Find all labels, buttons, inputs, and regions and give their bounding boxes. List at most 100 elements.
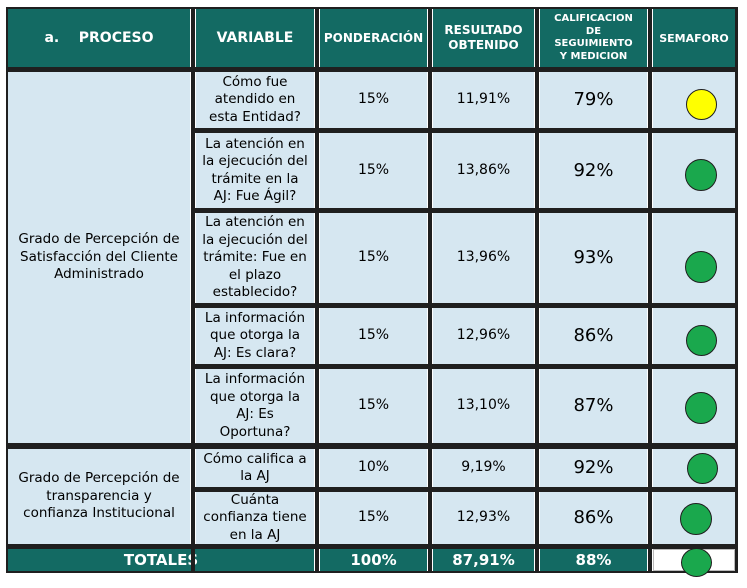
totals-label: TOTALES — [123, 551, 199, 569]
grid-line — [6, 67, 738, 72]
grid-line — [191, 303, 738, 308]
resultado-cell: 13,86% — [433, 133, 534, 208]
calificacion-value: 86% — [573, 325, 614, 347]
ponderacion-cell: 15% — [320, 492, 427, 544]
calificacion-value: 87% — [573, 395, 614, 417]
header-calificacion: CALIFICACION DE SEGUIMIENTO Y MEDICION — [540, 9, 647, 67]
traffic-light-icon — [685, 159, 717, 191]
calificacion-cell: 92% — [540, 133, 647, 208]
ponderacion-value: 15% — [357, 327, 390, 344]
header-proceso-label: a. PROCESO — [44, 30, 154, 46]
resultado-value: 12,93% — [456, 509, 511, 526]
grid-line — [648, 7, 652, 573]
grid-line — [428, 7, 432, 573]
resultado-value: 12,96% — [456, 327, 511, 344]
grid-line — [6, 7, 738, 9]
ponderacion-cell: 15% — [320, 308, 427, 364]
totals-calificacion-cell: 88% — [540, 549, 647, 571]
header-calificacion-line1: CALIFICACION — [554, 13, 633, 24]
resultado-value: 13,86% — [456, 161, 511, 178]
resultado-cell: 13,10% — [433, 369, 534, 443]
resultado-value: 13,10% — [456, 397, 511, 414]
grid-line — [535, 7, 539, 573]
traffic-light-icon — [680, 503, 712, 535]
calificacion-value: 93% — [573, 247, 614, 269]
calificacion-value: 92% — [573, 457, 614, 479]
grid-line — [735, 7, 738, 573]
grid-line — [191, 128, 738, 133]
ponderacion-cell: 10% — [320, 449, 427, 487]
calificacion-cell: 87% — [540, 369, 647, 443]
variable-cell: Cuánta confianza tiene en la AJ — [196, 492, 314, 544]
header-ponderacion-label: PONDERACIÓN — [323, 31, 424, 45]
resultado-value: 11,91% — [456, 91, 511, 108]
variable-cell: La atención en la ejecución del trámite:… — [196, 213, 314, 303]
traffic-light-icon — [685, 251, 717, 283]
ponderacion-value: 15% — [357, 509, 390, 526]
header-semaforo-label: SEMAFORO — [659, 31, 729, 45]
resultado-cell: 13,96% — [433, 213, 534, 303]
calificacion-value: 92% — [573, 159, 614, 181]
variable-label: Cómo califica a la AJ — [203, 450, 307, 485]
traffic-light-icon — [686, 325, 717, 356]
traffic-light-icon — [686, 89, 717, 120]
process-label: Grado de Percepción de transparencia y c… — [18, 470, 180, 522]
header-calificacion-line2: DE — [585, 25, 602, 37]
grid-line — [191, 487, 738, 492]
traffic-light-icon — [687, 453, 718, 484]
variable-cell: La información que otorga la AJ: Es clar… — [196, 308, 314, 364]
calificacion-cell: 92% — [540, 449, 647, 487]
ponderacion-cell: 15% — [320, 369, 427, 443]
header-ponderacion: PONDERACIÓN — [320, 9, 427, 67]
grid-line — [191, 364, 738, 369]
header-resultado: RESULTADO OBTENIDO — [433, 9, 534, 67]
calificacion-cell: 79% — [540, 72, 647, 128]
calificacion-value: 86% — [573, 507, 614, 529]
resultado-cell: 11,91% — [433, 72, 534, 128]
ponderacion-cell: 15% — [320, 133, 427, 208]
variable-label: La información que otorga la AJ: Es Opor… — [204, 371, 306, 440]
variable-label: La atención en la ejecución del trámite … — [202, 135, 308, 205]
variable-label: Cuánta confianza tiene en la AJ — [203, 491, 307, 543]
ponderacion-value: 15% — [357, 397, 390, 414]
header-proceso: a. PROCESO — [8, 9, 190, 67]
header-variable: VARIABLE — [196, 9, 314, 67]
variable-label: Cómo fue atendido en esta Entidad? — [209, 73, 301, 125]
calificacion-cell: 93% — [540, 213, 647, 303]
variable-cell: La atención en la ejecución del trámite … — [196, 133, 314, 208]
grid-line — [191, 208, 738, 213]
resultado-cell: 12,93% — [433, 492, 534, 544]
resultado-cell: 9,19% — [433, 449, 534, 487]
variable-label: La información que otorga la AJ: Es clar… — [204, 309, 306, 361]
header-semaforo: SEMAFORO — [653, 9, 735, 67]
grid-line — [6, 571, 738, 573]
calificacion-value: 79% — [573, 89, 614, 111]
grid-line — [315, 7, 319, 573]
header-calificacion-line4: Y MEDICION — [559, 50, 628, 62]
ponderacion-value: 15% — [357, 161, 390, 178]
grid-line — [6, 443, 738, 449]
process-cell-transparencia: Grado de Percepción de transparencia y c… — [8, 449, 190, 544]
resultado-value: 9,19% — [461, 459, 506, 476]
variable-cell: Cómo califica a la AJ — [196, 449, 314, 487]
ponderacion-value: 10% — [357, 459, 390, 476]
totals-calificacion: 88% — [575, 551, 612, 569]
variable-cell: La información que otorga la AJ: Es Opor… — [196, 369, 314, 443]
header-resultado-line2: OBTENIDO — [448, 38, 519, 52]
traffic-light-icon — [681, 548, 712, 577]
variable-cell: Cómo fue atendido en esta Entidad? — [196, 72, 314, 128]
ponderacion-value: 15% — [357, 91, 390, 108]
totals-ponderacion-cell: 100% — [320, 549, 427, 571]
calificacion-cell: 86% — [540, 492, 647, 544]
totals-resultado-cell: 87,91% — [433, 549, 534, 571]
grid-line — [6, 544, 738, 549]
process-cell-satisfaccion: Grado de Percepción de Satisfacción del … — [8, 72, 190, 443]
resultado-cell: 12,96% — [433, 308, 534, 364]
variable-label: La atención en la ejecución del trámite:… — [202, 214, 308, 301]
header-variable-label: VARIABLE — [216, 30, 294, 46]
totals-ponderacion: 100% — [350, 551, 397, 569]
header-calificacion-line3: SEGUIMIENTO — [554, 38, 633, 49]
totals-resultado: 87,91% — [452, 551, 515, 569]
resultado-value: 13,96% — [456, 249, 511, 266]
header-resultado-line1: RESULTADO — [444, 23, 523, 37]
